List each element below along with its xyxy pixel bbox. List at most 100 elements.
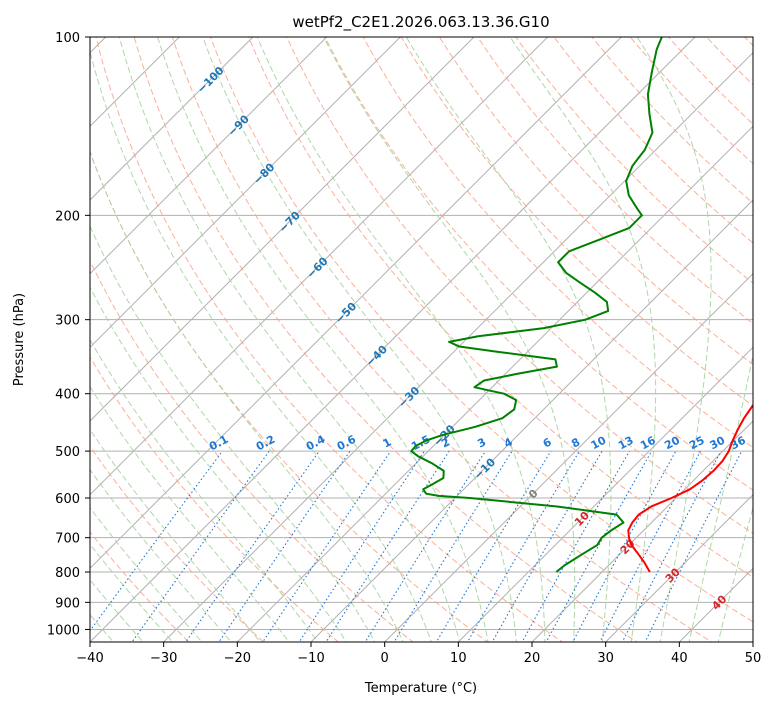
isotherm-line bbox=[531, 420, 753, 642]
x-axis-label: Temperature (°C) bbox=[364, 681, 477, 696]
dry-adiabat-line bbox=[438, 37, 753, 366]
y-tick-label: 400 bbox=[55, 388, 80, 403]
x-tick-label: 50 bbox=[745, 651, 762, 666]
isotherm-line bbox=[236, 125, 753, 642]
isotherm-line bbox=[457, 346, 753, 642]
mixing-ratio-line bbox=[599, 450, 702, 642]
plot-frame bbox=[89, 36, 754, 643]
mixing-ratio-label: 20 bbox=[662, 433, 682, 452]
y-axis-ticks: 100 200 300 400 500 600 700 800 900 1000 bbox=[47, 31, 90, 638]
isotherm-line bbox=[90, 37, 696, 642]
x-tick-label: −40 bbox=[76, 651, 103, 666]
x-tick-label: 0 bbox=[381, 651, 389, 666]
dry-adiabat-line bbox=[95, 37, 564, 642]
dry-adiabat-line bbox=[90, 259, 414, 642]
mixing-ratio-line bbox=[435, 450, 552, 642]
mixing-ratio-label: 16 bbox=[638, 434, 658, 453]
moist-adiabat-line bbox=[90, 579, 144, 642]
dry-adiabat-line bbox=[476, 37, 753, 325]
moist-adiabat-line bbox=[90, 543, 174, 642]
moist-adiabat-line bbox=[90, 224, 376, 642]
moist-adiabat-line bbox=[90, 428, 261, 642]
isotherm-line bbox=[162, 51, 753, 642]
x-tick-label: 40 bbox=[671, 651, 688, 666]
chart-title: wetPf2_C2E1.2026.063.13.36.G10 bbox=[292, 13, 549, 32]
y-tick-label: 600 bbox=[55, 492, 80, 507]
dewpoint-series-line bbox=[410, 37, 663, 573]
mixing-ratio-line bbox=[262, 450, 392, 642]
moist-adiabat-line bbox=[256, 37, 546, 642]
moist-adiabat-line bbox=[90, 49, 432, 642]
mixing-ratio-label: 10 bbox=[589, 433, 609, 452]
dry-adiabat-line bbox=[90, 356, 339, 642]
y-tick-label: 900 bbox=[55, 596, 80, 611]
moist-adiabat-line bbox=[118, 37, 461, 642]
dry-adiabat-line bbox=[286, 37, 753, 534]
moist-adiabat-line bbox=[90, 468, 232, 642]
x-tick-label: 30 bbox=[597, 651, 614, 666]
mixing-ratio-label: 25 bbox=[687, 434, 707, 453]
plot-area: 0.1 0.2 0.4 0.6 1 1.5 2 3 4 6 8 10 13 16 20 25 30 36 −100… bbox=[90, 37, 753, 642]
isotherm-line bbox=[90, 37, 328, 275]
isotherm-line bbox=[90, 37, 475, 422]
isotherm-line bbox=[90, 37, 549, 496]
y-tick-label: 700 bbox=[55, 532, 80, 547]
mixing-ratio-line bbox=[298, 450, 425, 642]
dry-adiabat-line bbox=[248, 37, 753, 578]
x-tick-label: 20 bbox=[524, 651, 541, 666]
y-tick-label: 300 bbox=[55, 314, 80, 329]
isobar-lines bbox=[90, 37, 753, 630]
y-tick-label: 200 bbox=[55, 209, 80, 224]
mixing-ratio-lines bbox=[90, 450, 743, 642]
mixing-ratio-line bbox=[572, 450, 677, 642]
dry-adiabat-line bbox=[362, 37, 753, 449]
isotherm-line bbox=[90, 37, 402, 349]
isotherm-lines bbox=[90, 37, 753, 642]
y-tick-label: 1000 bbox=[47, 623, 80, 638]
mixing-ratio-line bbox=[521, 450, 630, 642]
moist-adiabat-line bbox=[636, 37, 712, 642]
mixing-ratio-label: 30 bbox=[708, 434, 728, 453]
temperature-series-line bbox=[627, 403, 753, 573]
dry-adiabat-line bbox=[171, 37, 713, 642]
moist-adiabat-line bbox=[90, 338, 319, 642]
isotherm-line bbox=[90, 37, 623, 570]
dry-adiabat-line bbox=[90, 445, 265, 642]
dry-adiabat-line bbox=[209, 37, 753, 623]
moist-adiabat-line bbox=[157, 37, 489, 642]
mixing-ratio-line bbox=[325, 450, 450, 642]
mixing-ratio-line bbox=[466, 450, 580, 642]
x-tick-label: −10 bbox=[297, 651, 324, 666]
mixing-ratio-line bbox=[218, 450, 351, 642]
y-tick-label: 800 bbox=[55, 566, 80, 581]
profile-series bbox=[410, 37, 753, 573]
y-axis-label: Pressure (hPa) bbox=[12, 293, 27, 386]
isotherm-line bbox=[90, 37, 181, 128]
x-tick-label: −20 bbox=[224, 651, 251, 666]
moist-adiabat-line bbox=[90, 506, 203, 642]
x-tick-label: −30 bbox=[150, 651, 177, 666]
moist-adiabat-line bbox=[323, 37, 576, 642]
moist-adiabat-line bbox=[90, 286, 347, 642]
moist-adiabat-line bbox=[90, 385, 290, 642]
isotherm-line bbox=[90, 37, 254, 201]
moist-adiabat-line bbox=[405, 37, 612, 642]
mixing-ratio-line bbox=[131, 450, 270, 642]
moist-adiabat-line bbox=[90, 150, 404, 642]
mixing-ratio-line bbox=[545, 450, 653, 642]
isotherm-line bbox=[310, 199, 753, 642]
dry-adiabat-line bbox=[90, 150, 489, 642]
mixing-ratio-line bbox=[491, 450, 603, 642]
y-tick-label: 500 bbox=[55, 445, 80, 460]
mixing-ratio-line bbox=[393, 450, 513, 642]
isotherm-line bbox=[383, 272, 753, 642]
mixing-ratio-line bbox=[364, 450, 486, 642]
mixing-ratio-line bbox=[90, 450, 223, 632]
mixing-ratio-label: 13 bbox=[616, 434, 636, 453]
y-tick-label: 100 bbox=[55, 31, 80, 46]
x-tick-label: 10 bbox=[450, 651, 467, 666]
isotherm-line bbox=[604, 493, 753, 642]
x-axis-ticks: −40 −30 −20 −10 0 10 20 30 40 50 bbox=[76, 642, 761, 666]
